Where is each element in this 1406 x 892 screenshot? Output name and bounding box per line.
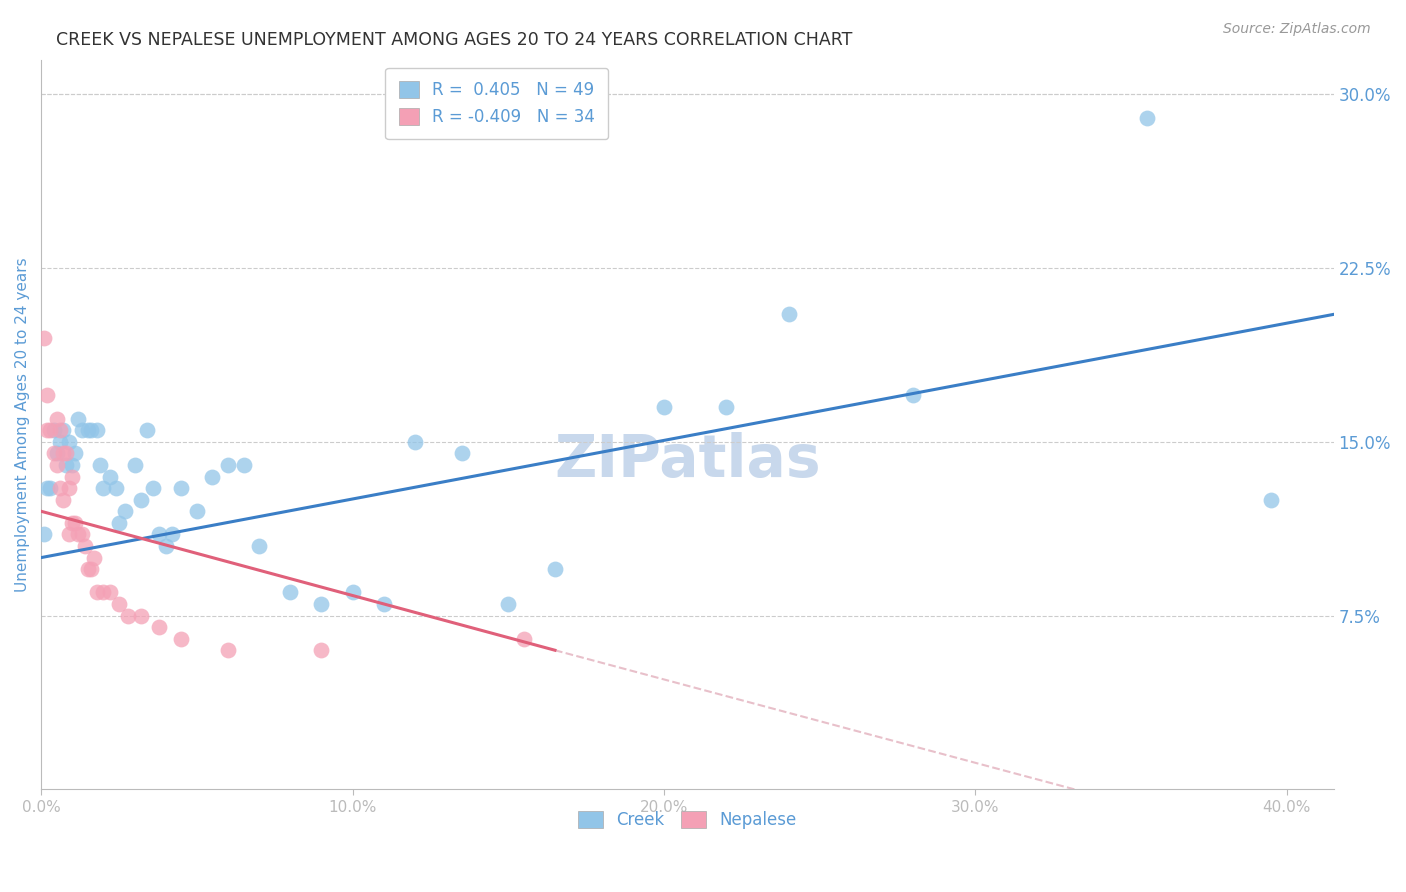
Point	[108, 516, 131, 530]
Point	[98, 469, 121, 483]
Point	[217, 643, 239, 657]
Point	[114, 504, 136, 518]
Point	[39, 481, 62, 495]
Point	[86, 585, 108, 599]
Point	[148, 620, 170, 634]
Point	[311, 597, 333, 611]
Point	[67, 411, 90, 425]
Point	[76, 423, 98, 437]
Point	[37, 388, 59, 402]
Point	[901, 388, 924, 402]
Point	[652, 400, 675, 414]
Point	[104, 481, 127, 495]
Point	[136, 423, 159, 437]
Point	[37, 423, 59, 437]
Point	[155, 539, 177, 553]
Point	[80, 562, 103, 576]
Point	[67, 527, 90, 541]
Point	[89, 458, 111, 472]
Point	[311, 643, 333, 657]
Point	[70, 423, 93, 437]
Point	[58, 481, 80, 495]
Point	[544, 562, 567, 576]
Point	[124, 458, 146, 472]
Point	[58, 434, 80, 449]
Point	[170, 632, 193, 646]
Text: Source: ZipAtlas.com: Source: ZipAtlas.com	[1223, 22, 1371, 37]
Y-axis label: Unemployment Among Ages 20 to 24 years: Unemployment Among Ages 20 to 24 years	[15, 257, 30, 591]
Point	[117, 608, 139, 623]
Point	[129, 492, 152, 507]
Point	[65, 516, 87, 530]
Point	[39, 423, 62, 437]
Point	[45, 446, 67, 460]
Point	[73, 539, 96, 553]
Point	[42, 446, 65, 460]
Point	[278, 585, 301, 599]
Point	[52, 423, 75, 437]
Point	[55, 446, 77, 460]
Point	[60, 458, 83, 472]
Point	[32, 330, 55, 344]
Point	[52, 492, 75, 507]
Point	[186, 504, 208, 518]
Point	[49, 434, 72, 449]
Point	[1260, 492, 1282, 507]
Point	[32, 527, 55, 541]
Point	[65, 446, 87, 460]
Point	[373, 597, 395, 611]
Point	[37, 481, 59, 495]
Point	[247, 539, 270, 553]
Point	[108, 597, 131, 611]
Point	[148, 527, 170, 541]
Point	[58, 527, 80, 541]
Point	[52, 446, 75, 460]
Point	[496, 597, 519, 611]
Point	[160, 527, 183, 541]
Point	[217, 458, 239, 472]
Point	[42, 423, 65, 437]
Point	[716, 400, 738, 414]
Point	[76, 562, 98, 576]
Text: CREEK VS NEPALESE UNEMPLOYMENT AMONG AGES 20 TO 24 YEARS CORRELATION CHART: CREEK VS NEPALESE UNEMPLOYMENT AMONG AGE…	[56, 31, 852, 49]
Point	[70, 527, 93, 541]
Point	[49, 423, 72, 437]
Point	[201, 469, 224, 483]
Point	[232, 458, 254, 472]
Point	[170, 481, 193, 495]
Point	[98, 585, 121, 599]
Point	[86, 423, 108, 437]
Point	[55, 458, 77, 472]
Point	[1136, 111, 1159, 125]
Text: ZIPatlas: ZIPatlas	[554, 433, 821, 490]
Legend: Creek, Nepalese: Creek, Nepalese	[571, 804, 803, 836]
Point	[45, 411, 67, 425]
Point	[49, 481, 72, 495]
Point	[342, 585, 364, 599]
Point	[142, 481, 165, 495]
Point	[129, 608, 152, 623]
Point	[60, 516, 83, 530]
Point	[93, 585, 115, 599]
Point	[93, 481, 115, 495]
Point	[778, 307, 800, 321]
Point	[45, 458, 67, 472]
Point	[404, 434, 426, 449]
Point	[80, 423, 103, 437]
Point	[60, 469, 83, 483]
Point	[513, 632, 536, 646]
Point	[450, 446, 472, 460]
Point	[83, 550, 105, 565]
